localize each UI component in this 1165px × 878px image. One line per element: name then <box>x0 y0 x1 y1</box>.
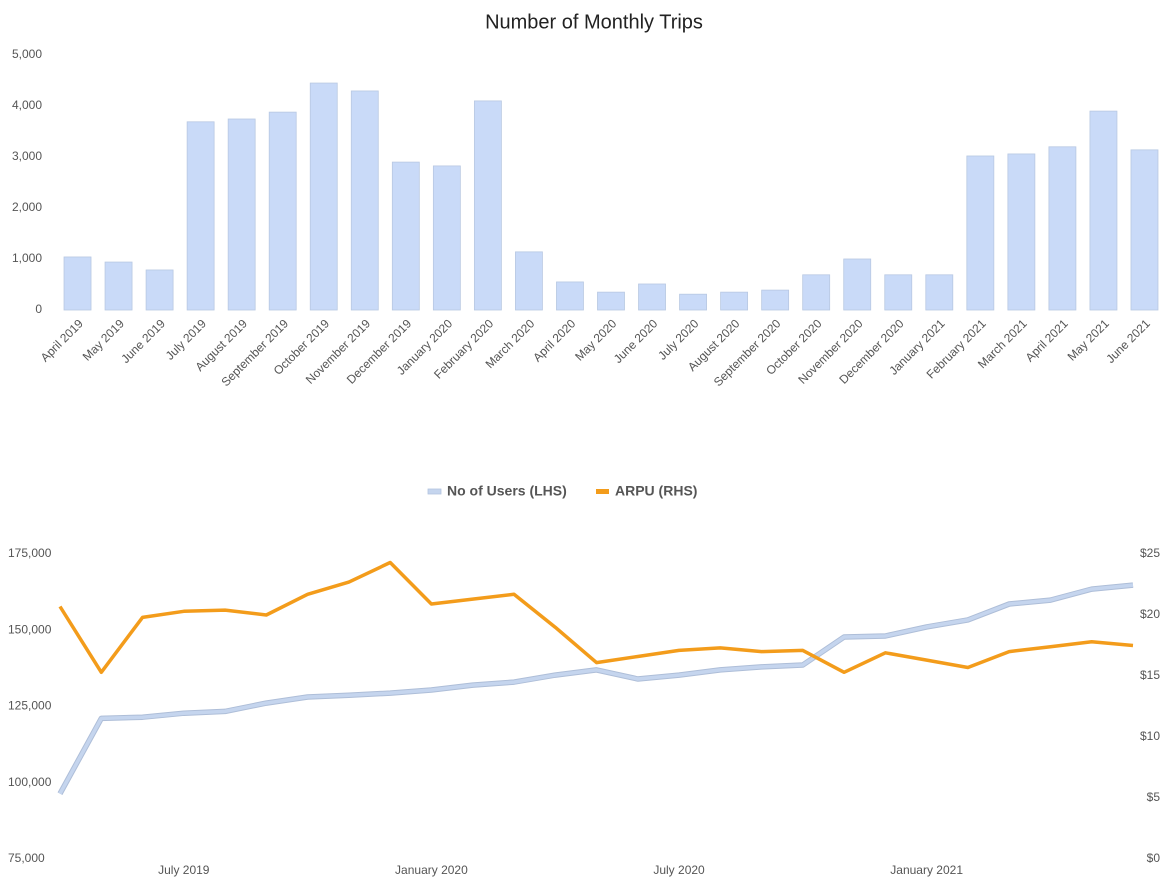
bar <box>63 256 92 311</box>
bar <box>391 161 420 311</box>
line-outline <box>57 582 1134 796</box>
legend-label: No of Users (LHS) <box>447 483 567 499</box>
y2-tick-label: $0 <box>1147 851 1161 865</box>
bar <box>145 269 174 311</box>
bar <box>884 274 913 311</box>
bar <box>966 155 995 311</box>
y-tick-label: 1,000 <box>12 251 42 265</box>
x-tick-label: April 2019 <box>38 316 86 364</box>
bar <box>720 291 749 311</box>
line <box>58 560 1134 675</box>
bar <box>186 121 215 311</box>
x-tick-label: July 2019 <box>158 863 210 877</box>
bar <box>761 289 790 311</box>
x-tick-label: April 2020 <box>530 316 578 364</box>
y-tick-label: 3,000 <box>12 149 42 163</box>
bar <box>515 251 543 311</box>
y-tick-label: 75,000 <box>8 851 45 865</box>
bar <box>597 291 625 311</box>
x-tick-label: June 2020 <box>611 316 661 366</box>
y2-tick-label: $15 <box>1140 668 1160 682</box>
y-tick-label: 100,000 <box>8 775 52 789</box>
y2-tick-label: $5 <box>1147 790 1161 804</box>
bar <box>268 111 297 311</box>
bar <box>473 100 502 311</box>
x-tick-label: January 2020 <box>395 863 468 877</box>
bar <box>104 261 133 311</box>
x-tick-label: January 2021 <box>890 863 963 877</box>
bar <box>1048 146 1077 311</box>
bar <box>1089 110 1118 311</box>
bar <box>843 258 872 311</box>
x-tick-label: June 2021 <box>1103 316 1153 366</box>
line <box>58 583 1134 795</box>
y-tick-label: 4,000 <box>12 98 42 112</box>
x-tick-label: June 2019 <box>118 316 168 366</box>
y-tick-label: 2,000 <box>12 200 42 214</box>
bar <box>1007 153 1036 311</box>
bar <box>925 274 954 311</box>
x-tick-label: July 2020 <box>653 863 705 877</box>
y2-tick-label: $20 <box>1140 607 1160 621</box>
chart-title: Number of Monthly Trips <box>485 11 703 33</box>
bar <box>679 293 707 311</box>
bar <box>556 281 584 311</box>
y-tick-label: 5,000 <box>12 47 42 61</box>
bar <box>802 274 831 311</box>
legend-label: ARPU (RHS) <box>615 483 697 499</box>
x-tick-label: April 2021 <box>1023 316 1071 364</box>
bar <box>309 82 338 311</box>
y2-tick-label: $25 <box>1140 546 1160 560</box>
legend-swatch <box>596 489 609 494</box>
bar <box>350 90 379 311</box>
y-tick-label: 125,000 <box>8 699 52 713</box>
y-tick-label: 0 <box>35 302 42 316</box>
y-tick-label: 150,000 <box>8 622 52 636</box>
y-tick-label: 175,000 <box>8 546 52 560</box>
legend-swatch <box>427 488 442 495</box>
bar <box>1130 149 1159 311</box>
bar <box>432 165 461 311</box>
y2-tick-label: $10 <box>1140 729 1160 743</box>
bar <box>638 283 666 311</box>
bar <box>227 118 256 311</box>
